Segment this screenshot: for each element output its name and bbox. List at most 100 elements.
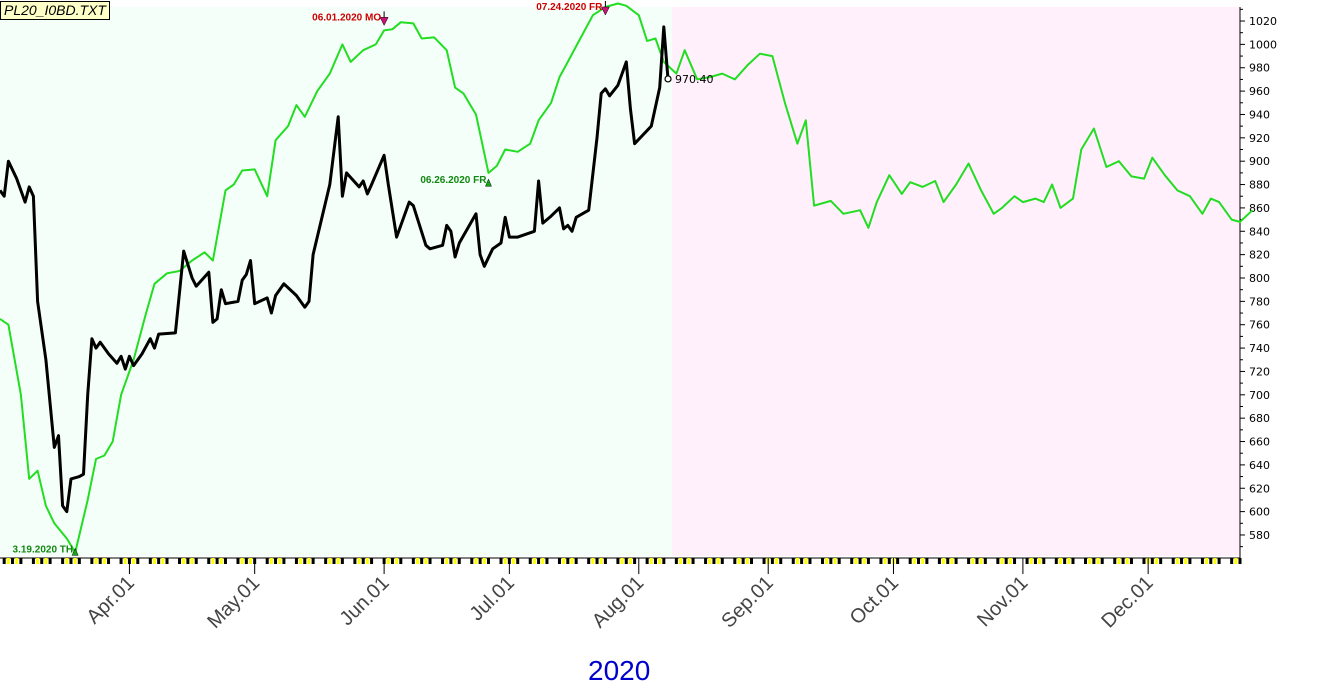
ruler-day-mark	[570, 558, 574, 564]
ruler-day-mark	[265, 558, 269, 564]
ruler-day-mark	[249, 558, 253, 564]
y-tick-label: 620	[1249, 482, 1270, 495]
ruler-day-mark	[478, 558, 482, 564]
ruler-day-mark	[194, 558, 198, 564]
x-tick-label: Apr.01	[83, 572, 139, 628]
ruler-day-mark	[332, 558, 336, 564]
ruler-day-mark	[190, 558, 194, 564]
ruler-day-mark	[854, 558, 858, 564]
ruler-day-mark	[148, 558, 152, 564]
ruler-day-mark	[1150, 558, 1154, 564]
ruler-day-mark	[1033, 558, 1037, 564]
ruler-day-mark	[1058, 558, 1062, 564]
y-tick-label: 1000	[1249, 38, 1277, 51]
ruler-day-mark	[161, 558, 165, 564]
ruler-day-mark	[336, 558, 340, 564]
y-tick-label: 700	[1249, 389, 1270, 402]
ruler-day-mark	[1088, 558, 1092, 564]
ruler-day-mark	[1096, 558, 1100, 564]
ruler-day-mark	[420, 558, 424, 564]
ruler-day-mark	[311, 558, 315, 564]
ruler-day-mark	[541, 558, 545, 564]
y-tick-label: 880	[1249, 179, 1270, 192]
ruler-day-mark	[1175, 558, 1179, 564]
ruler-day-mark	[557, 558, 561, 564]
x-tick-label: Sep.01	[717, 572, 777, 632]
ruler-day-mark	[921, 558, 925, 564]
ruler-day-mark	[236, 558, 240, 564]
ruler-day-mark	[1084, 558, 1088, 564]
ruler-day-mark	[303, 558, 307, 564]
ruler-day-mark	[979, 558, 983, 564]
ruler-day-mark	[1142, 558, 1146, 564]
ruler-day-mark	[804, 558, 808, 564]
ruler-day-mark	[716, 558, 720, 564]
ruler-day-mark	[850, 558, 854, 564]
ruler-day-mark	[102, 558, 106, 564]
y-tick-label: 580	[1249, 529, 1270, 542]
ruler-day-mark	[1000, 558, 1004, 564]
y-tick-label: 980	[1249, 62, 1270, 75]
ruler-day-mark	[44, 558, 48, 564]
ruler-day-mark	[599, 558, 603, 564]
ruler-day-mark	[278, 558, 282, 564]
y-tick-label: 940	[1249, 108, 1270, 121]
y-tick-label: 960	[1249, 85, 1270, 98]
actual-price-line	[0, 25, 670, 514]
top-marker-label: 06.01.2020 MO	[312, 12, 381, 23]
ruler-day-mark	[486, 558, 490, 564]
ruler-day-mark	[219, 558, 223, 564]
ruler-day-mark	[107, 558, 111, 564]
ruler-day-mark	[31, 558, 35, 564]
x-axis-ticks: Apr.01 May.01 Jun.01 Jul.01 Aug.01 Sep.01 Oct.…	[83, 558, 1158, 633]
ruler-day-mark	[1154, 558, 1158, 564]
ruler-day-mark	[395, 558, 399, 564]
ruler-day-mark	[1121, 558, 1125, 564]
y-tick-label: 640	[1249, 459, 1270, 472]
ruler-day-mark	[36, 558, 40, 564]
ruler-day-mark	[282, 558, 286, 564]
forecast-background	[672, 7, 1240, 556]
y-tick-label: 660	[1249, 436, 1270, 449]
ruler-day-mark	[762, 558, 766, 564]
ruler-day-mark	[712, 558, 716, 564]
x-tick-label: Oct.01	[846, 572, 903, 629]
ruler-day-mark	[223, 558, 227, 564]
ruler-day-mark	[837, 558, 841, 564]
ruler-day-mark	[795, 558, 799, 564]
ruler-day-mark	[340, 558, 344, 564]
ruler-day-mark	[937, 558, 941, 564]
ruler-day-mark	[365, 558, 369, 564]
ruler-day-mark	[866, 558, 870, 564]
ruler-day-mark	[745, 558, 749, 564]
ruler-day-mark	[182, 558, 186, 564]
y-tick-label: 760	[1249, 319, 1270, 332]
ruler-day-mark	[474, 558, 478, 564]
last-value-marker	[664, 75, 672, 83]
ruler-day-mark	[357, 558, 361, 564]
ruler-day-mark	[775, 558, 779, 564]
ruler-day-mark	[858, 558, 862, 564]
ruler-day-mark	[1071, 558, 1075, 564]
ruler-day-mark	[157, 558, 161, 564]
bottom-marker-arrow	[485, 178, 492, 187]
ruler-day-mark	[73, 558, 77, 564]
ruler-day-mark	[1230, 558, 1234, 564]
ruler-day-mark	[975, 558, 979, 564]
ruler-day-mark	[94, 558, 98, 564]
ruler-day-mark	[820, 558, 824, 564]
ruler-day-mark	[132, 558, 136, 564]
ruler-day-mark	[240, 558, 244, 564]
ruler-day-mark	[1004, 558, 1008, 564]
ruler-day-mark	[679, 558, 683, 564]
ruler-day-mark	[833, 558, 837, 564]
ruler-day-mark	[386, 558, 390, 564]
ruler-day-mark	[658, 558, 662, 564]
ruler-day-mark	[1092, 558, 1096, 564]
ruler-day-mark	[633, 558, 637, 564]
ruler-day-mark	[942, 558, 946, 564]
ruler-day-mark	[996, 558, 1000, 564]
ruler-day-mark	[244, 558, 248, 564]
y-tick-label: 720	[1249, 365, 1270, 378]
ruler-day-mark	[624, 558, 628, 564]
